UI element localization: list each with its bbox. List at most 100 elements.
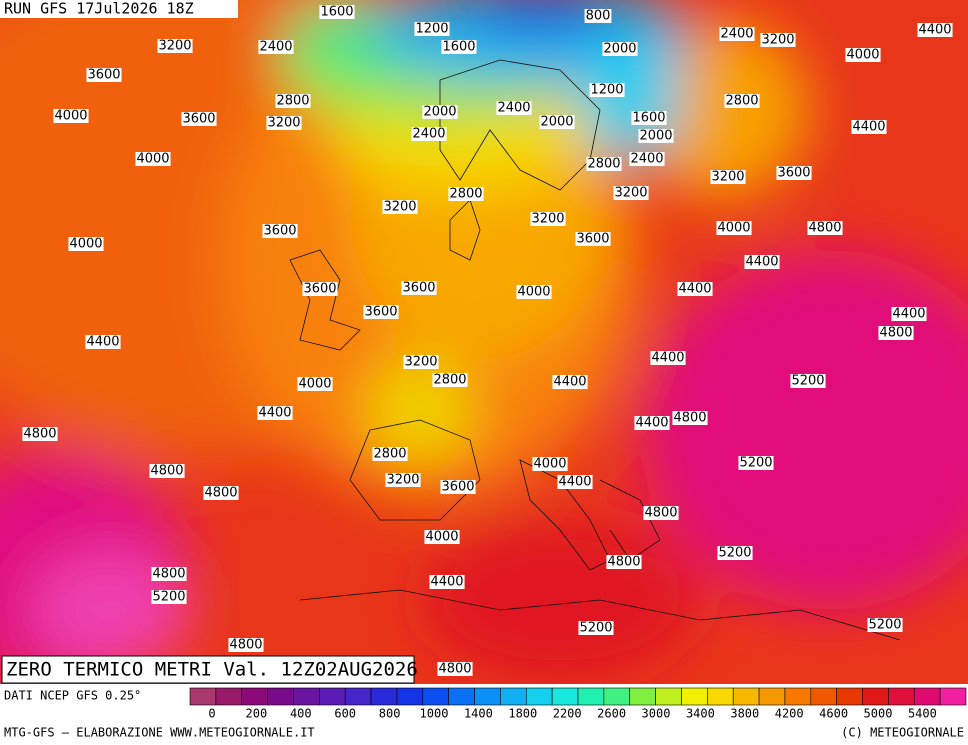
run-label: RUN GFS 17Jul2026 18Z xyxy=(4,0,194,18)
contour-label: 4400 xyxy=(558,475,591,490)
colorbar: 0 200 400 600 800 1000 1400 1800 2200 2600 3000 340… xyxy=(189,687,967,721)
contour-label: 5200 xyxy=(868,618,901,633)
contour-label-box xyxy=(411,127,447,141)
contour-label-box xyxy=(203,486,239,500)
contour-label: 4400 xyxy=(745,255,778,270)
contour-label: 4400 xyxy=(852,120,885,135)
contour-label-box xyxy=(584,9,612,23)
contour-label-box xyxy=(867,618,903,632)
contour-label: 3200 xyxy=(531,212,564,227)
colorbar-swatch xyxy=(474,687,501,706)
contour-label-box xyxy=(85,335,121,349)
contour-label: 3200 xyxy=(761,33,794,48)
contour-label: 4000 xyxy=(136,152,169,167)
colorbar-swatch xyxy=(448,687,475,706)
contour-label: 2400 xyxy=(259,40,292,55)
colorbar-swatch xyxy=(939,687,967,706)
contour-label-box xyxy=(530,212,566,226)
colorbar-swatch xyxy=(577,687,605,706)
source: DATI NCEP GFS 0.25° xyxy=(4,689,141,703)
contour-label-box xyxy=(891,307,927,321)
colorbar-swatch xyxy=(810,687,837,706)
footer-right: (C) METEOGIORNALE xyxy=(841,726,964,740)
contour-label: 3600 xyxy=(402,281,435,296)
contour-label-box xyxy=(382,200,418,214)
contour-label: 4400 xyxy=(678,282,711,297)
colorbar-swatch xyxy=(422,687,449,706)
colorbar-tick-label: 4200 xyxy=(775,707,804,721)
contour-label-box xyxy=(151,567,187,581)
colorbar-swatch xyxy=(293,687,320,706)
contour-label: 3600 xyxy=(87,68,120,83)
colorbar-tick-label: 0 xyxy=(208,707,215,721)
contour-label-box xyxy=(266,116,302,130)
contour-label: 4400 xyxy=(258,406,291,421)
contour-label: 2800 xyxy=(276,94,309,109)
contour-label: 800 xyxy=(586,9,611,24)
colorbar-tick-label: 800 xyxy=(379,707,401,721)
contour-label-box xyxy=(807,221,843,235)
contour-label: 4000 xyxy=(517,285,550,300)
contour-label-box xyxy=(228,638,264,652)
contour-label: 4800 xyxy=(229,638,262,653)
contour-label: 4400 xyxy=(430,575,463,590)
colorbar-tick-label: 3000 xyxy=(642,707,671,721)
colorbar-swatch xyxy=(500,687,527,706)
contour-label-box xyxy=(403,355,439,369)
contour-label-box xyxy=(437,662,473,676)
contour-label: 4400 xyxy=(86,335,119,350)
contour-label: 3600 xyxy=(303,282,336,297)
colorbar-swatch xyxy=(862,687,889,706)
contour-label-box xyxy=(22,427,58,441)
contour-label: 4000 xyxy=(69,237,102,252)
contour-label: 2400 xyxy=(497,101,530,116)
contour-label: 2400 xyxy=(720,27,753,42)
colorbar-swatch xyxy=(707,687,734,706)
contour-label: 4800 xyxy=(152,567,185,582)
contour-label-box xyxy=(429,575,465,589)
contour-label-box xyxy=(181,112,217,126)
contour-label: 2000 xyxy=(540,115,573,130)
contour-label: 5200 xyxy=(739,456,772,471)
contour-label: 2000 xyxy=(639,129,672,144)
contour-label-box xyxy=(363,305,399,319)
contour-label-box xyxy=(302,282,338,296)
contour-label-box xyxy=(401,281,437,295)
contour-label: 1600 xyxy=(320,5,353,20)
contour-label-box xyxy=(724,94,760,108)
contour-label: 4400 xyxy=(892,307,925,322)
contour-label-box xyxy=(557,475,593,489)
contour-label: 4000 xyxy=(298,377,331,392)
contour-label: 4000 xyxy=(717,221,750,236)
colorbar-swatch xyxy=(629,687,656,706)
contour-label-box xyxy=(710,170,746,184)
contour-label: 4000 xyxy=(54,109,87,124)
contour-label: 2000 xyxy=(603,42,636,57)
colorbar-tick-label: 200 xyxy=(246,707,268,721)
contour-label-box xyxy=(539,115,575,129)
contour-label-box xyxy=(917,23,953,37)
contour-label-box xyxy=(677,282,713,296)
contour-label: 4000 xyxy=(846,48,879,63)
contour-label-box xyxy=(68,237,104,251)
contour-label: 1600 xyxy=(632,111,665,126)
contour-label: 3600 xyxy=(777,166,810,181)
contour-label: 1200 xyxy=(415,22,448,37)
contour-label-box xyxy=(424,530,460,544)
contour-label: 3200 xyxy=(158,39,191,54)
contour-label-box xyxy=(432,373,468,387)
contour-label-box xyxy=(586,157,622,171)
colorbar-tick-label: 5000 xyxy=(864,707,893,721)
contour-label-box xyxy=(53,109,89,123)
contour-label: 2800 xyxy=(433,373,466,388)
contour-label-box xyxy=(319,5,355,19)
contour-label: 3200 xyxy=(267,116,300,131)
contour-label: 1600 xyxy=(442,40,475,55)
contour-label-box xyxy=(631,111,667,125)
contour-label-box xyxy=(422,105,458,119)
contour-label-box xyxy=(496,101,532,115)
colorbar-swatch xyxy=(370,687,398,706)
contour-label: 2400 xyxy=(630,152,663,167)
contour-label: 4800 xyxy=(150,464,183,479)
